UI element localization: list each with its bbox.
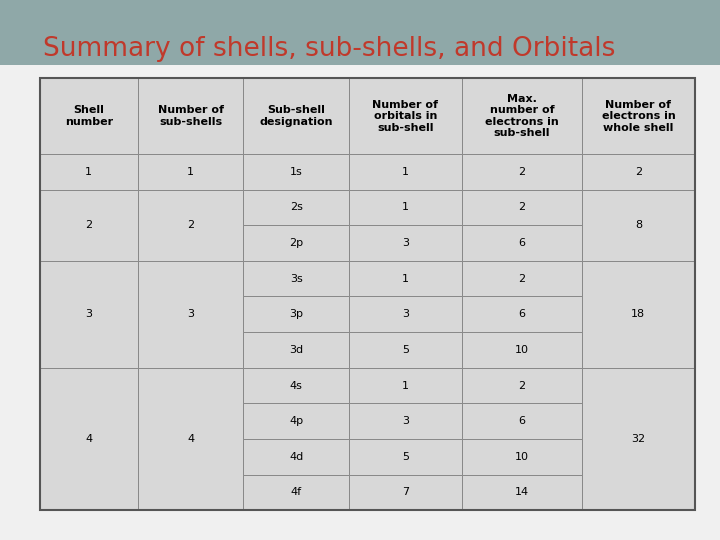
Text: 8: 8 xyxy=(635,220,642,230)
Text: 2: 2 xyxy=(187,220,194,230)
Text: 6: 6 xyxy=(518,416,526,426)
Text: 3: 3 xyxy=(85,309,92,319)
Text: 3d: 3d xyxy=(289,345,303,355)
Text: 1s: 1s xyxy=(290,167,302,177)
Text: 2s: 2s xyxy=(289,202,302,212)
Text: 3: 3 xyxy=(402,238,409,248)
Text: 4: 4 xyxy=(85,434,92,444)
Text: 1: 1 xyxy=(402,274,409,284)
Text: 32: 32 xyxy=(631,434,645,444)
Text: 2p: 2p xyxy=(289,238,303,248)
Text: 2: 2 xyxy=(518,167,526,177)
Text: Sub-shell
designation: Sub-shell designation xyxy=(259,105,333,127)
Text: 6: 6 xyxy=(518,309,526,319)
Text: 1: 1 xyxy=(402,167,409,177)
Text: 3p: 3p xyxy=(289,309,303,319)
Text: 1: 1 xyxy=(187,167,194,177)
Text: 10: 10 xyxy=(515,452,529,462)
Text: 4s: 4s xyxy=(289,381,302,390)
Text: Number of
sub-shells: Number of sub-shells xyxy=(158,105,224,127)
Text: 3: 3 xyxy=(187,309,194,319)
Text: Summary of shells, sub-shells, and Orbitals: Summary of shells, sub-shells, and Orbit… xyxy=(43,36,616,62)
Text: Number of
electrons in
whole shell: Number of electrons in whole shell xyxy=(601,99,675,133)
Text: 3: 3 xyxy=(402,416,409,426)
Text: 6: 6 xyxy=(518,238,526,248)
Text: 2: 2 xyxy=(518,202,526,212)
Text: 7: 7 xyxy=(402,488,409,497)
Text: Max.
number of
electrons in
sub-shell: Max. number of electrons in sub-shell xyxy=(485,94,559,138)
Text: 2: 2 xyxy=(518,274,526,284)
Text: 14: 14 xyxy=(515,488,529,497)
Text: 4d: 4d xyxy=(289,452,303,462)
Text: 1: 1 xyxy=(402,202,409,212)
Text: 4: 4 xyxy=(187,434,194,444)
Text: 10: 10 xyxy=(515,345,529,355)
Text: 2: 2 xyxy=(635,167,642,177)
Text: 5: 5 xyxy=(402,452,409,462)
Text: Number of
orbitals in
sub-shell: Number of orbitals in sub-shell xyxy=(372,99,438,133)
Text: 18: 18 xyxy=(631,309,645,319)
Text: 1: 1 xyxy=(85,167,92,177)
Text: 5: 5 xyxy=(402,345,409,355)
Text: 1: 1 xyxy=(402,381,409,390)
Text: 2: 2 xyxy=(85,220,92,230)
Text: 2: 2 xyxy=(518,381,526,390)
Text: 3: 3 xyxy=(402,309,409,319)
Text: 4p: 4p xyxy=(289,416,303,426)
Text: Shell
number: Shell number xyxy=(65,105,113,127)
Text: 4f: 4f xyxy=(291,488,302,497)
Text: 3s: 3s xyxy=(290,274,302,284)
